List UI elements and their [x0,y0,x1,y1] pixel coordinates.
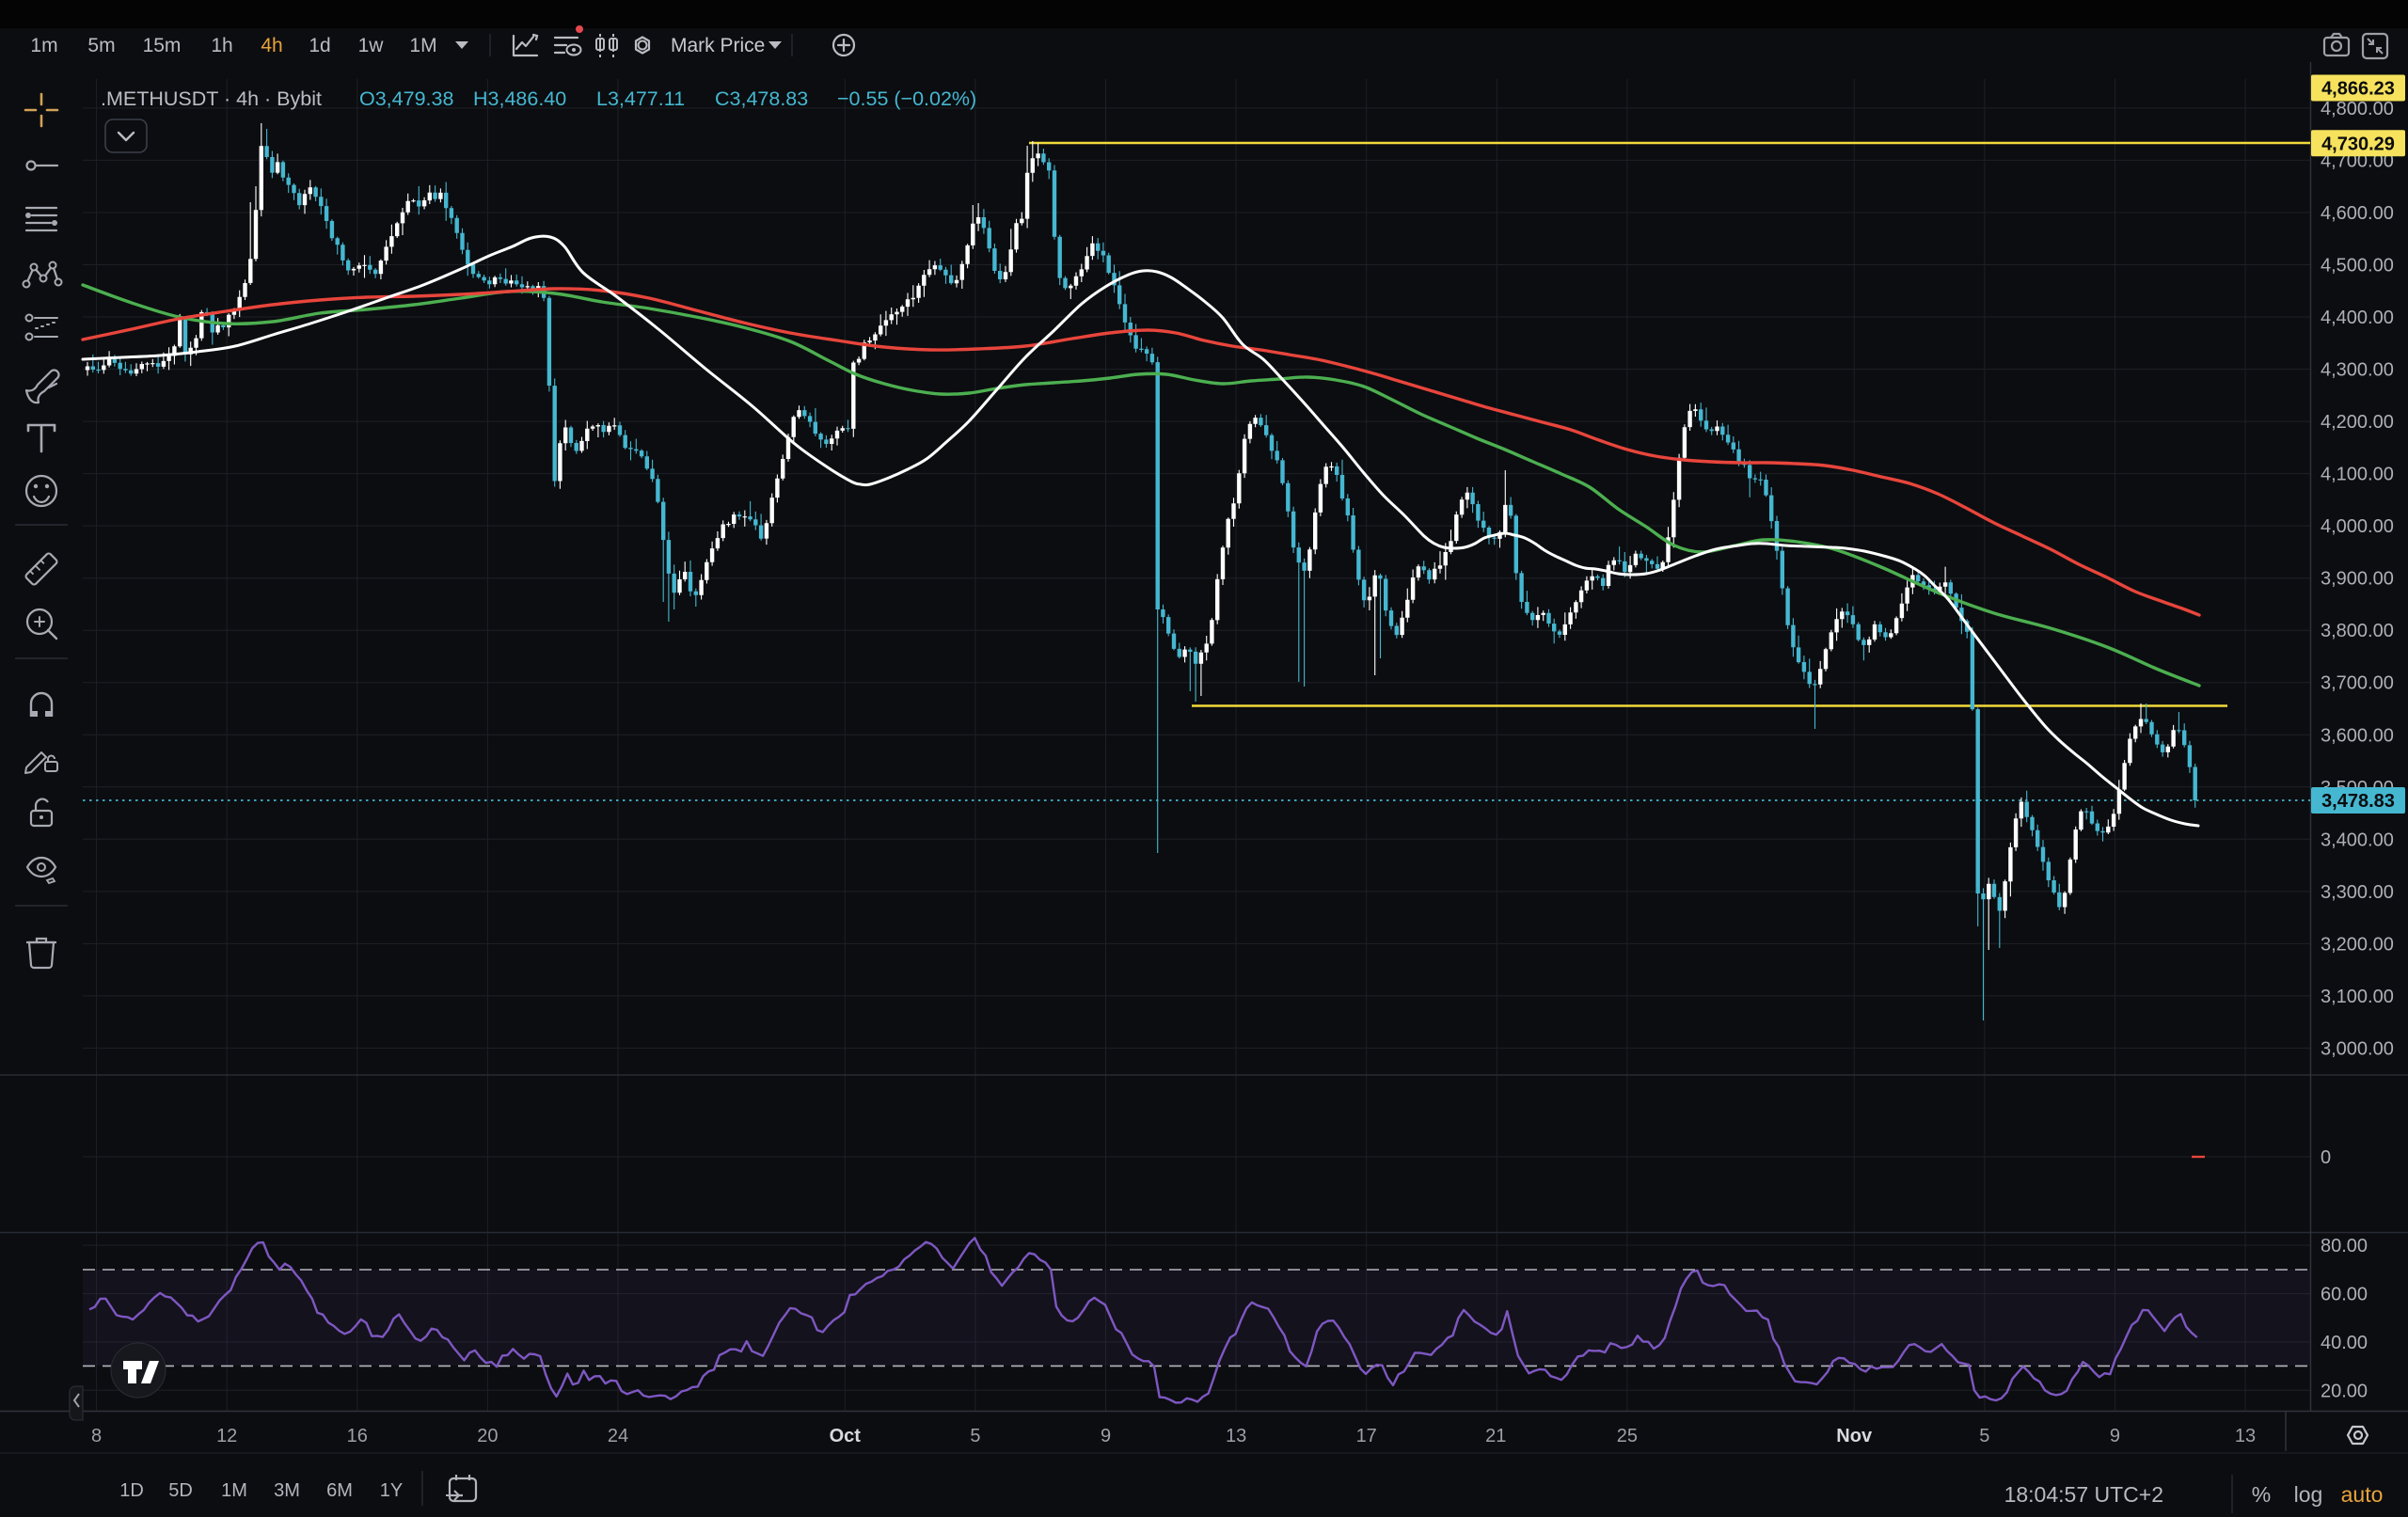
svg-text:4,600.00: 4,600.00 [2321,203,2394,224]
svg-text:21: 21 [1485,1426,1506,1446]
svg-text:3,400.00: 3,400.00 [2321,830,2394,850]
svg-text:0: 0 [2321,1147,2331,1168]
svg-text:log: log [2294,1482,2323,1507]
svg-text:24: 24 [608,1426,628,1446]
svg-text:5m: 5m [87,35,115,56]
svg-text:9: 9 [2110,1426,2120,1446]
svg-text:3,100.00: 3,100.00 [2321,987,2394,1007]
svg-text:3,900.00: 3,900.00 [2321,569,2394,590]
svg-text:5D: 5D [168,1480,193,1501]
svg-text:%: % [2252,1482,2271,1507]
svg-text:Mark Price: Mark Price [671,35,765,56]
svg-text:C3,478.83: C3,478.83 [715,87,808,110]
svg-text:4,300.00: 4,300.00 [2321,360,2394,381]
svg-text:H3,486.40: H3,486.40 [473,87,566,110]
svg-text:Nov: Nov [1836,1426,1873,1446]
svg-text:4,866.23: 4,866.23 [2321,79,2395,100]
svg-text:3,800.00: 3,800.00 [2321,621,2394,641]
svg-text:16: 16 [347,1426,368,1446]
svg-text:1m: 1m [30,35,57,56]
svg-text:3,300.00: 3,300.00 [2321,882,2394,903]
svg-text:4h: 4h [261,35,282,56]
svg-text:1d: 1d [309,35,330,56]
svg-text:4,800.00: 4,800.00 [2321,99,2394,119]
svg-text:6M: 6M [326,1480,353,1501]
svg-text:4,100.00: 4,100.00 [2321,465,2394,485]
svg-text:Oct: Oct [830,1426,862,1446]
svg-text:1h: 1h [211,35,232,56]
svg-text:25: 25 [1617,1426,1638,1446]
svg-text:13: 13 [2235,1426,2256,1446]
svg-text:3,000.00: 3,000.00 [2321,1038,2394,1059]
svg-text:8: 8 [91,1426,102,1446]
svg-text:3,600.00: 3,600.00 [2321,725,2394,746]
svg-text:17: 17 [1356,1426,1377,1446]
svg-text:20: 20 [477,1426,498,1446]
svg-text:15m: 15m [143,35,182,56]
svg-text:80.00: 80.00 [2321,1236,2368,1256]
svg-text:20.00: 20.00 [2321,1381,2368,1401]
svg-text:4,200.00: 4,200.00 [2321,412,2394,433]
svg-text:3,200.00: 3,200.00 [2321,934,2394,955]
svg-text:60.00: 60.00 [2321,1285,2368,1305]
svg-text:1D: 1D [119,1480,144,1501]
svg-text:3,478.83: 3,478.83 [2321,791,2395,812]
svg-text:auto: auto [2341,1482,2384,1507]
svg-text:12: 12 [216,1426,237,1446]
svg-text:5: 5 [970,1426,980,1446]
svg-text:40.00: 40.00 [2321,1333,2368,1353]
svg-text:5: 5 [1979,1426,1989,1446]
svg-text:1M: 1M [409,35,436,56]
svg-text:L3,477.11: L3,477.11 [596,87,685,110]
svg-text:3M: 3M [274,1480,300,1501]
svg-text:1w: 1w [358,35,385,56]
svg-text:13: 13 [1226,1426,1246,1446]
svg-text:1Y: 1Y [380,1480,403,1501]
svg-text:3,700.00: 3,700.00 [2321,673,2394,694]
svg-text:18:04:57 UTC+2: 18:04:57 UTC+2 [2004,1482,2163,1507]
svg-text:4,500.00: 4,500.00 [2321,256,2394,277]
svg-text:4,400.00: 4,400.00 [2321,308,2394,328]
svg-text:−0.55 (−0.02%): −0.55 (−0.02%) [837,87,976,110]
svg-text:4,000.00: 4,000.00 [2321,516,2394,537]
svg-text:4,730.29: 4,730.29 [2321,134,2395,154]
svg-text:9: 9 [1101,1426,1111,1446]
svg-text:1M: 1M [221,1480,247,1501]
svg-text:O3,479.38: O3,479.38 [359,87,453,110]
svg-text:.METHUSDT · 4h · Bybit: .METHUSDT · 4h · Bybit [101,87,322,110]
